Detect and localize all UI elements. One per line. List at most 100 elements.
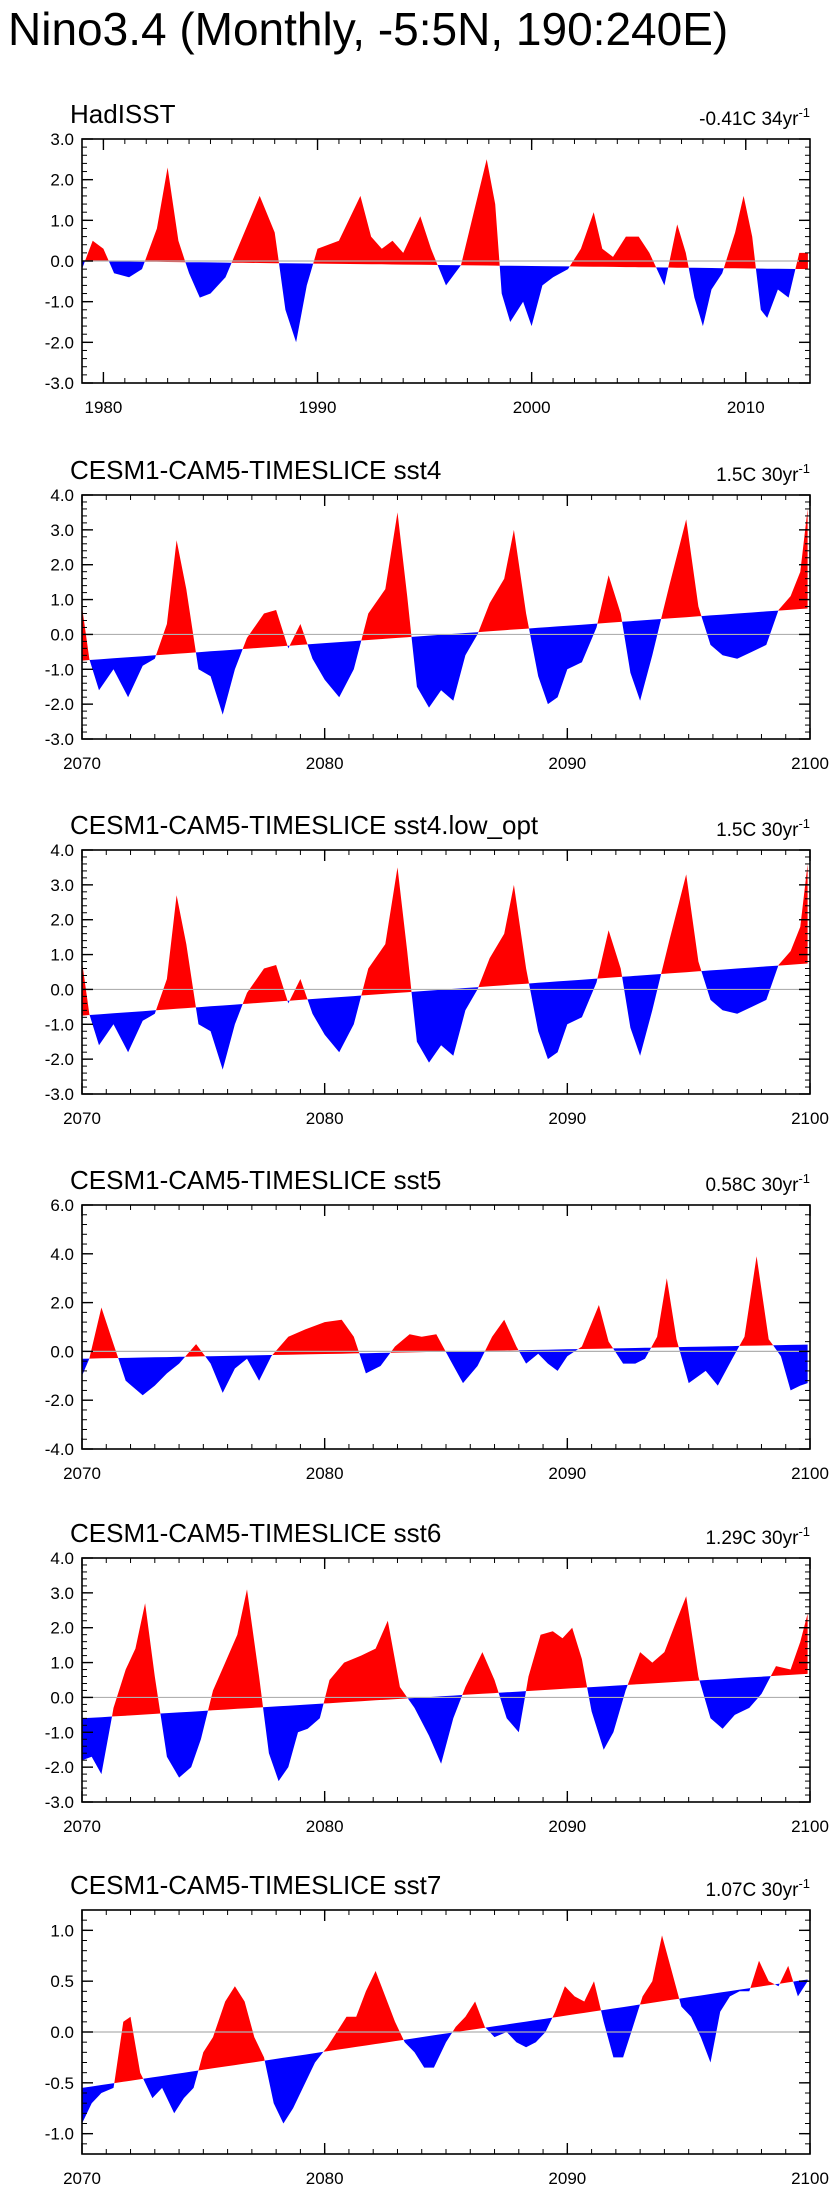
y-tick-label: 3.0 [50,521,74,540]
x-tick-label: 2010 [727,398,765,417]
anomaly-area-positive [323,1971,404,2052]
anomaly-area-negative [108,261,145,278]
anomaly-area-positive [526,1627,588,1692]
anomaly-area-positive [156,540,196,656]
anomaly-area-negative [613,1347,652,1364]
anomaly-area-negative [205,1355,273,1393]
anomaly-area-negative [407,1695,463,1764]
x-tick-label: 2070 [63,1817,101,1836]
anomaly-area-negative [264,2051,324,2124]
x-tick-label: 2000 [513,398,551,417]
y-tick-label: -0.5 [45,2074,74,2093]
y-tick-label: -1.0 [45,293,74,312]
y-tick-label: 2.0 [50,1294,74,1313]
y-tick-label: -3.0 [45,374,74,393]
anomaly-area-positive [661,519,702,619]
y-tick-label: -2.0 [45,333,74,352]
anomaly-area-positive [597,575,623,624]
anomaly-area-positive [89,1307,119,1359]
anomaly-area-negative [287,1000,290,1004]
anomaly-area-negative [82,2083,115,2124]
anomaly-area-positive [390,1334,446,1353]
anomaly-area-positive [778,863,808,966]
anomaly-area-positive [578,1305,614,1350]
x-tick-label: 2090 [548,754,586,773]
y-tick-label: 0.0 [50,1342,74,1361]
anomaly-area-negative [263,1703,324,1782]
anomaly-area-negative [411,987,479,1063]
trend-label: 1.07C 30yr-1 [705,1876,810,1901]
y-tick-label: 2.0 [50,171,74,190]
trend-label: -0.41C 34yr-1 [699,105,810,130]
anomaly-area-positive [462,1652,499,1695]
anomaly-area-negative [529,623,598,705]
anomaly-area-negative [118,1356,186,1396]
y-tick-label: 0.0 [50,252,74,271]
y-tick-label: -3.0 [45,730,74,749]
chart-panel-5: CESM1-CAM5-TIMESLICE sst7 1.07C 30yr-1 -1.… [45,1870,829,2188]
y-tick-label: 1.0 [50,1654,74,1673]
x-tick-label: 2080 [306,1109,344,1128]
anomaly-area-negative [774,1983,780,1987]
anomaly-area-positive [739,1256,774,1346]
y-tick-label: 0.5 [50,1972,74,1991]
anomaly-area-negative [445,1350,486,1384]
anomaly-area-positive [485,1319,519,1351]
y-tick-label: 3.0 [50,130,74,149]
y-tick-label: -2.0 [45,1391,74,1410]
plot-frame [81,849,811,1095]
anomaly-area-negative [185,262,232,298]
anomaly-area-positive [778,508,808,611]
y-tick-label: 3.0 [50,876,74,895]
x-tick-label: 2100 [791,1817,829,1836]
anomaly-area-negative [679,1988,751,2063]
y-tick-label: 4.0 [50,1245,74,1264]
plot-area [82,1935,810,2124]
anomaly-area-negative [499,265,570,327]
x-tick-label: 2090 [548,2169,586,2188]
trend-label-superscript: -1 [798,461,810,476]
anomaly-area-negative [82,1358,90,1376]
anomaly-area-positive [750,1960,775,1988]
chart-panel-0: HadISST -0.41C 34yr-1 -3.0 -2.0 -1.0 0.0 1.0 2.… [45,99,811,417]
panel-title: CESM1-CAM5-TIMESLICE sst7 [70,1870,441,1900]
y-tick-label: -3.0 [45,1085,74,1104]
y-tick-label: -1.0 [45,1015,74,1034]
trend-label: 0.58C 30yr-1 [705,1171,810,1196]
anomaly-area-negative [793,1979,808,1997]
anomaly-area-positive [723,195,756,269]
anomaly-area-positive [770,1613,808,1677]
anomaly-area-negative [82,1716,112,1775]
plot-area [82,863,810,1070]
anomaly-area-positive [668,224,689,268]
anomaly-area-positive [82,961,90,1016]
trend-label-value: -0.41C 34yr [699,109,799,130]
anomaly-area-negative [307,640,362,698]
x-tick-label: 2080 [306,1817,344,1836]
y-tick-label: -1.0 [45,1723,74,1742]
chart-panel-4: CESM1-CAM5-TIMESLICE sst6 1.29C 30yr-1 -3.… [45,1518,829,1836]
figure-title: Nino3.4 (Monthly, -5:5N, 190:240E) [8,3,729,55]
y-tick-label: 0.0 [50,625,74,644]
trend-label-value: 1.07C 30yr [705,1880,799,1901]
x-tick-label: 2100 [791,2169,829,2188]
anomaly-area-negative [307,995,362,1053]
anomaly-area-negative [160,1710,208,1778]
anomaly-area-negative [773,1344,808,1391]
x-tick-label: 2100 [791,1464,829,1483]
y-tick-label: 4.0 [50,486,74,505]
anomaly-area-positive [460,159,500,266]
anomaly-area-negative [403,2032,453,2068]
y-tick-label: -4.0 [45,1440,74,1459]
chart-panel-2: CESM1-CAM5-TIMESLICE sst4.low_opt 1.5C 30… [45,810,829,1128]
anomaly-area-positive [272,1319,360,1355]
anomaly-area-positive [627,1596,700,1685]
trend-label-value: 0.58C 30yr [705,1175,799,1196]
x-tick-label: 2100 [791,1109,829,1128]
anomaly-area-positive [552,1981,601,2018]
y-tick-label: 2.0 [50,1619,74,1638]
trend-label-value: 1.5C 30yr [716,820,799,841]
anomaly-area-negative [688,267,724,327]
anomaly-area-positive [661,874,702,974]
y-tick-label: 2.0 [50,911,74,930]
